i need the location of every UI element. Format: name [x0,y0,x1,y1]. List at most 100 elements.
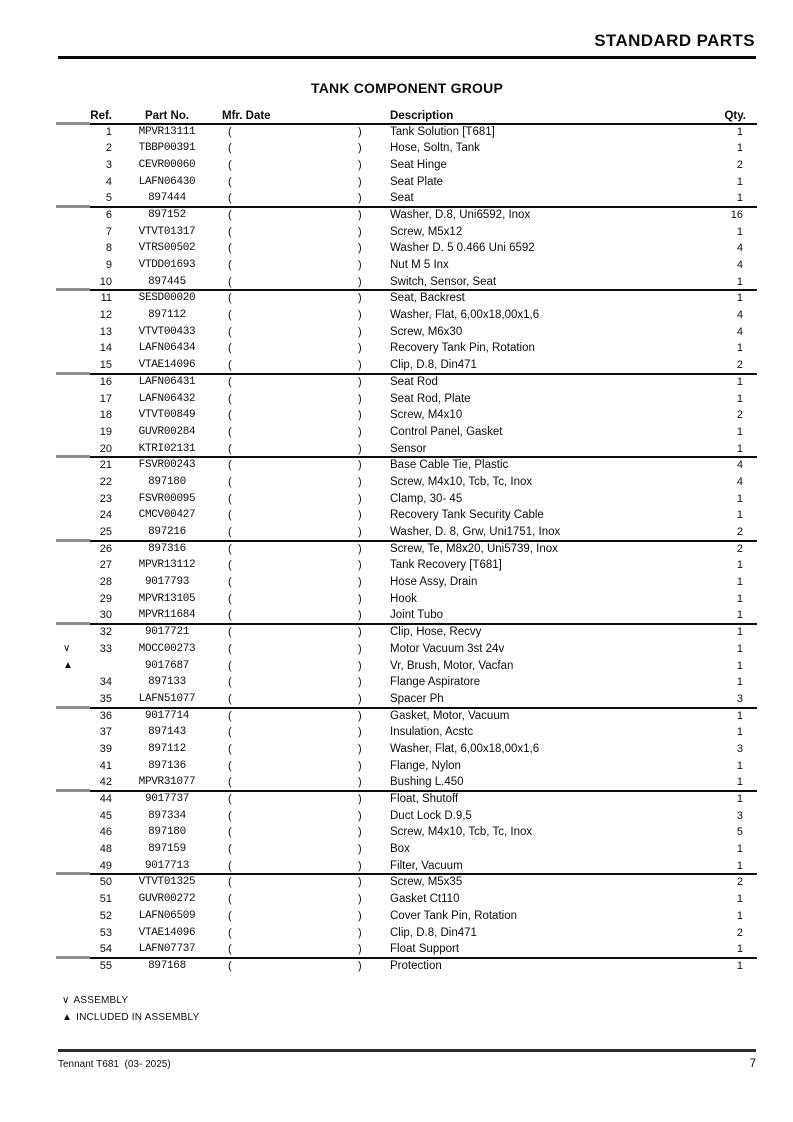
table-row: 50 VTVT01325 ( ) Screw, M5x35 2 [57,874,757,891]
mfr-date-blank [244,758,352,775]
mfr-date-blank [244,641,352,658]
part-no-cell: 897180 [148,826,186,839]
table-row: 46 897180 ( ) Screw, M4x10, Tcb, Tc, Ino… [57,824,757,841]
mfr-date-blank [244,925,352,942]
description-cell: Nut M 5 Inx [390,259,449,271]
mfr-date-open-paren: ( [228,409,232,422]
description-cell: Insulation, Acstc [390,726,474,739]
mfr-date-blank [244,374,352,391]
qty-cell: 1 [736,375,743,388]
qty-cell: 2 [736,359,743,372]
mfr-date-open-paren: ( [228,225,232,238]
part-no-cell: 897334 [148,809,186,822]
mfr-date-blank [244,557,352,574]
mfr-date-blank [244,307,352,324]
mfr-date-close-paren: ) [358,859,362,872]
qty-cell: 1 [736,859,743,872]
ref-cell: 50 [99,876,112,889]
ref-cell: 2 [105,142,112,155]
mfr-date-blank [244,741,352,758]
mfr-date-blank [244,658,352,675]
mfr-date-close-paren: ) [358,759,362,772]
mfr-date-blank [244,607,352,624]
description-cell: Tank Solution [T681] [390,125,495,138]
table-row: 10 897445 ( ) Switch, Sensor, Seat 1 [57,274,757,291]
part-no-cell: LAFN06432 [138,392,196,405]
ref-cell: 22 [99,475,112,488]
assembly-marker [57,174,88,191]
mfr-date-blank [244,891,352,908]
description-cell: Motor Vacuum 3st 24v [390,642,505,655]
part-no-cell: FSVR00095 [138,492,196,505]
description-cell: Float Support [390,943,460,956]
assembly-marker: ▲ [63,659,73,671]
qty-cell: 1 [736,793,743,805]
table-row: 23 FSVR00095 ( ) Clamp, 30- 45 1 [57,491,757,508]
description-cell: Tank Recovery [T681] [390,559,502,572]
description-cell: Seat Plate [390,175,444,188]
qty-cell: 1 [736,509,743,522]
part-no-cell: VTAE14096 [138,926,196,939]
table-row: 34 897133 ( ) Flange Aspiratore 1 [57,674,757,691]
mfr-date-blank [244,174,352,191]
parts-group: 50 VTVT01325 ( ) Screw, M5x35 2 51 GUVR0… [56,872,757,958]
qty-cell: 1 [736,726,743,739]
mfr-date-close-paren: ) [358,592,362,605]
description-cell: Hose Assy, Drain [390,576,478,589]
mfr-date-blank [244,524,352,541]
description-cell: Joint Tubo [390,609,444,622]
mfr-date-blank [244,941,352,958]
mfr-date-close-paren: ) [358,275,362,288]
mfr-date-open-paren: ( [228,759,232,772]
mfr-date-open-paren: ( [228,576,232,589]
assembly-marker [57,424,88,441]
footer-divider [58,1049,756,1052]
qty-cell: 2 [736,526,743,538]
part-no-cell: LAFN06430 [138,175,196,188]
table-row: 32 9017721 ( ) Clip, Hose, Recvy 1 [57,624,757,641]
mfr-date-close-paren: ) [358,342,362,355]
qty-cell: 2 [736,926,743,939]
mfr-date-close-paren: ) [358,509,362,522]
assembly-marker [57,758,88,775]
mfr-date-blank [244,591,352,608]
mfr-date-open-paren: ( [228,142,232,155]
mfr-date-open-paren: ( [228,776,232,789]
qty-cell: 1 [736,275,743,288]
mfr-date-blank [244,274,352,291]
mfr-date-blank [244,340,352,357]
mfr-date-close-paren: ) [358,309,362,322]
table-row: 44 9017737 ( ) Float, Shutoff 1 [57,791,757,808]
mfr-date-close-paren: ) [358,943,362,956]
part-no-cell: LAFN06434 [138,342,196,355]
assembly-marker [57,407,88,424]
parts-group: 55 897168 ( ) Protection 1 [56,955,757,975]
table-row: 6 897152 ( ) Washer, D.8, Uni6592, Inox … [57,207,757,224]
mfr-date-blank [244,541,352,558]
mfr-date-close-paren: ) [358,526,362,538]
qty-cell: 1 [736,392,743,405]
table-row: 48 897159 ( ) Box 1 [57,841,757,858]
mfr-date-open-paren: ( [228,709,232,722]
ref-cell: 5 [105,192,112,205]
table-row: 22 897180 ( ) Screw, M4x10, Tcb, Tc, Ino… [57,474,757,491]
mfr-date-close-paren: ) [358,742,362,755]
table-row: 26 897316 ( ) Screw, Te, M8x20, Uni5739,… [57,541,757,558]
assembly-marker [57,307,88,324]
ref-cell: 33 [99,642,112,655]
table-body: 1 MPVR13111 ( ) Tank Solution [T681] 1 2… [56,121,757,975]
assembly-marker [57,457,88,474]
qty-cell: 2 [736,542,743,555]
part-no-cell: TBBP00391 [138,142,196,155]
assembly-marker [57,124,88,141]
qty-cell: 1 [736,943,743,956]
ref-cell: 34 [99,676,112,689]
assembly-marker [57,240,88,257]
description-cell: Washer, Flat, 6,00x18,00x1,6 [390,742,540,755]
ref-cell: 54 [99,943,112,956]
mfr-date-open-paren: ( [228,359,232,372]
qty-cell: 1 [736,342,743,355]
table-row: 41 897136 ( ) Flange, Nylon 1 [57,758,757,775]
mfr-date-open-paren: ( [228,592,232,605]
